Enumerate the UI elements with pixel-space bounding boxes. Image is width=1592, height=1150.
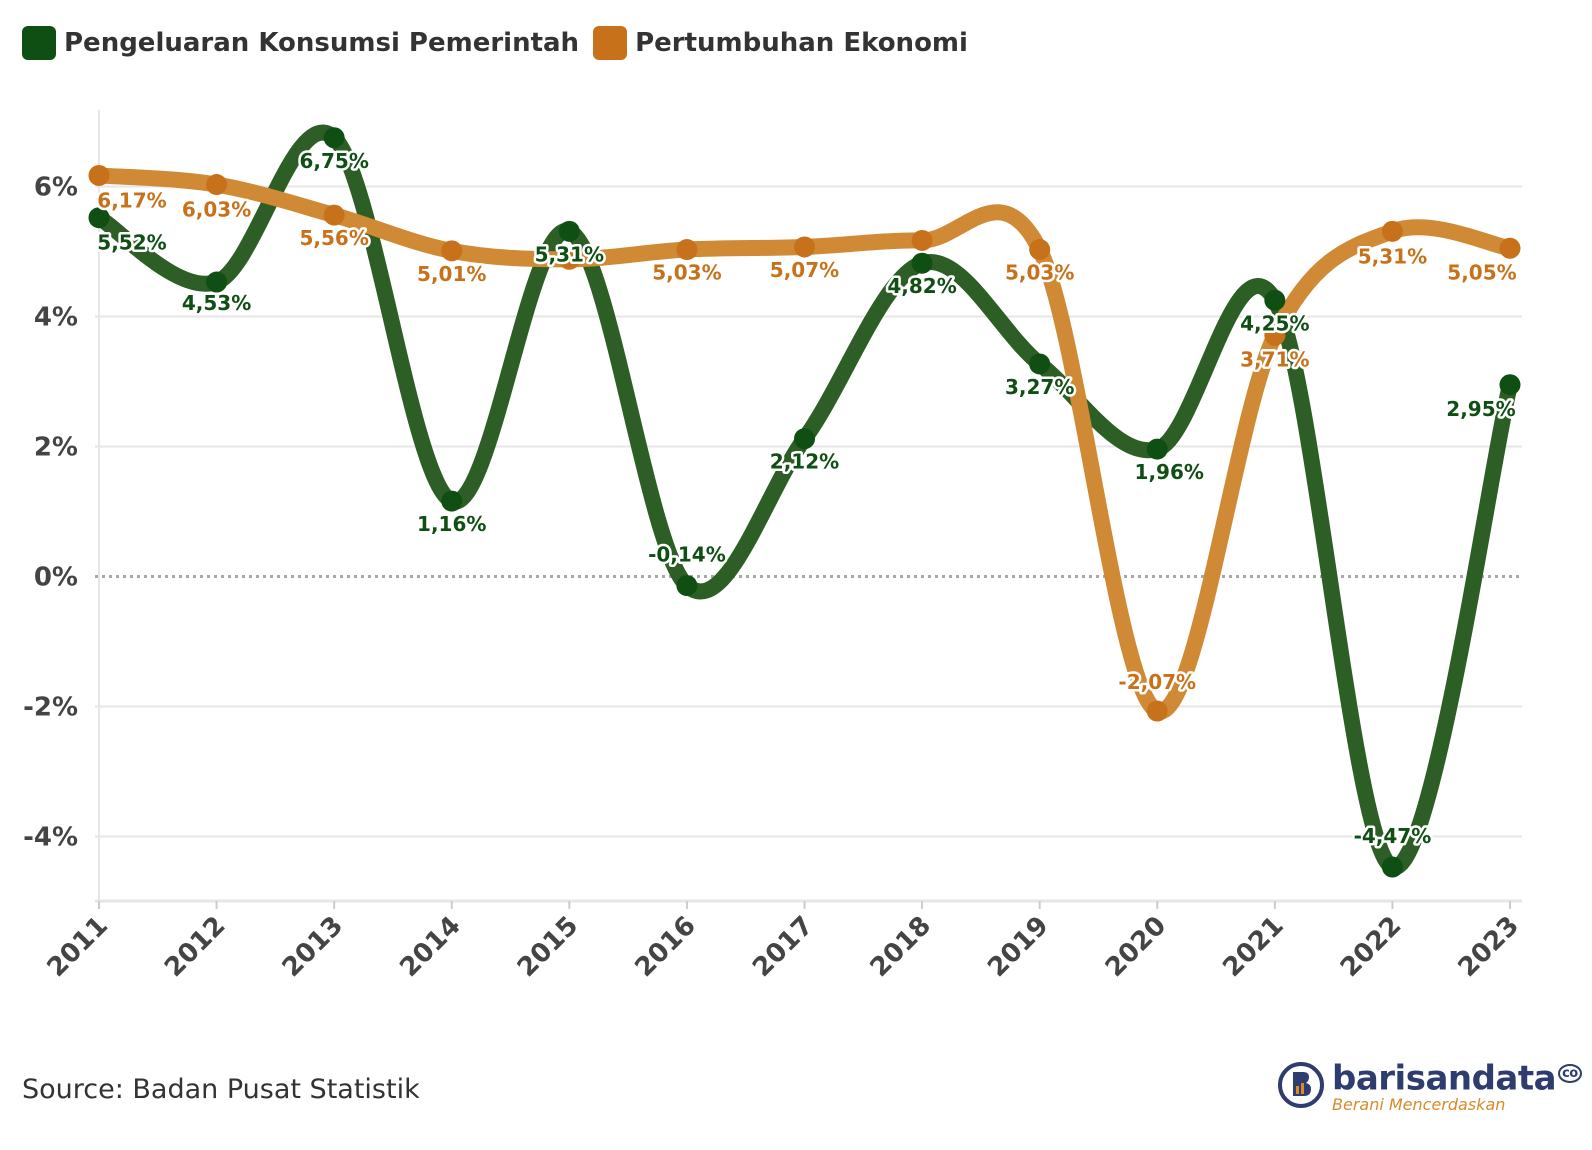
data-label: -0,14% <box>648 543 726 567</box>
data-label: 5,03% <box>652 261 721 285</box>
legend-swatch-pertumbuhan <box>593 26 628 60</box>
x-tick-label: 2023 <box>1453 911 1525 983</box>
brand-tagline: Berani Mencerdaskan <box>1332 1095 1506 1115</box>
data-label: -2,07% <box>1118 670 1196 694</box>
data-point <box>88 207 110 229</box>
brand-name-text: barisandata <box>1332 1058 1557 1099</box>
y-tick-label: 4% <box>34 303 78 333</box>
legend-label-pertumbuhan: Pertumbuhan Ekonomi <box>635 28 968 58</box>
x-tick-label: 2015 <box>512 911 584 983</box>
data-point <box>1264 324 1286 346</box>
data-point <box>794 428 815 450</box>
data-label: 6,17% <box>97 188 166 212</box>
data-point <box>794 236 815 258</box>
data-label: 4,25% <box>1240 311 1309 335</box>
data-point <box>323 127 345 149</box>
data-labels: 5,52% 4,53% 6,75% 1,16% 5,31% -0,14% 2,12% 4,82… <box>95 146 1519 850</box>
x-tick-label: 2022 <box>1335 911 1407 983</box>
brand-name: barisandata co <box>1332 1056 1582 1096</box>
data-point <box>206 271 228 293</box>
data-point <box>676 575 698 597</box>
source-note: Source: Badan Pusat Statistik <box>22 1074 420 1105</box>
x-tick-label: 2019 <box>982 911 1054 983</box>
data-label: 3,27% <box>1005 375 1074 399</box>
y-tick-label: 2% <box>34 433 78 463</box>
brand-logo-block: barisandata co Berani Mencerdaskan <box>1278 1056 1582 1114</box>
data-point <box>676 239 698 261</box>
chart-legend: Pengeluaran Konsumsi Pemerintah Pertumbu… <box>22 26 968 60</box>
data-point <box>558 248 580 270</box>
legend-item-pertumbuhan: Pertumbuhan Ekonomi <box>593 26 968 60</box>
data-point <box>323 204 345 226</box>
grid-lines <box>95 110 1522 903</box>
data-label: 5,31% <box>1358 244 1427 268</box>
data-point <box>1499 374 1521 396</box>
data-point <box>441 240 463 262</box>
data-point <box>1264 289 1286 311</box>
legend-item-pengeluaran: Pengeluaran Konsumsi Pemerintah <box>22 26 579 60</box>
x-tick-label: 2020 <box>1100 911 1172 983</box>
y-tick-label: -2% <box>23 693 78 723</box>
x-tick-label: 2018 <box>865 911 937 983</box>
data-label: 2,12% <box>770 450 839 474</box>
data-point <box>1499 237 1521 259</box>
y-tick-label: -4% <box>23 823 78 853</box>
data-point <box>1381 856 1403 878</box>
x-tick-label: 2021 <box>1217 911 1289 983</box>
data-label: 5,01% <box>417 262 486 286</box>
data-label: 5,31% <box>535 242 604 266</box>
legend-swatch-pengeluaran <box>22 26 56 60</box>
barisandata-logo-icon <box>1278 1062 1324 1109</box>
series-markers <box>88 127 1521 878</box>
data-label: 1,96% <box>1135 460 1204 484</box>
data-label: 6,03% <box>182 198 251 222</box>
data-point <box>1146 438 1168 460</box>
data-point <box>558 220 580 242</box>
data-point <box>88 164 110 186</box>
brand-suffix: co <box>1558 1064 1582 1083</box>
data-point <box>911 229 933 251</box>
x-tick-label: 2017 <box>747 911 819 983</box>
data-label: 4,53% <box>182 291 251 315</box>
data-label: -4,47% <box>1354 824 1432 848</box>
data-label: 5,07% <box>770 258 839 282</box>
data-point <box>1381 220 1403 242</box>
x-tick-label: 2013 <box>277 911 349 983</box>
y-tick-label: 6% <box>34 173 78 203</box>
data-point <box>911 252 933 274</box>
data-label: 1,16% <box>417 512 486 536</box>
data-label: 4,82% <box>887 274 956 298</box>
data-label: 2,95% <box>1446 397 1515 421</box>
x-tick-label: 2011 <box>42 911 114 983</box>
data-point <box>1029 239 1051 261</box>
data-point <box>206 174 228 196</box>
x-tick-label: 2012 <box>159 911 231 983</box>
x-tick-label: 2014 <box>394 911 466 983</box>
legend-label-pengeluaran: Pengeluaran Konsumsi Pemerintah <box>64 28 580 58</box>
data-label: 6,75% <box>299 149 368 173</box>
data-label: 3,71% <box>1240 347 1309 371</box>
data-point <box>441 490 463 512</box>
data-label: 5,05% <box>1447 260 1516 284</box>
data-point <box>1146 700 1168 722</box>
data-label: 5,03% <box>1005 261 1074 285</box>
data-label: 5,52% <box>97 231 166 255</box>
data-label: 5,56% <box>299 226 368 250</box>
data-point <box>1029 353 1051 375</box>
x-tick-label: 2016 <box>629 911 701 983</box>
y-tick-label: 0% <box>34 563 78 593</box>
